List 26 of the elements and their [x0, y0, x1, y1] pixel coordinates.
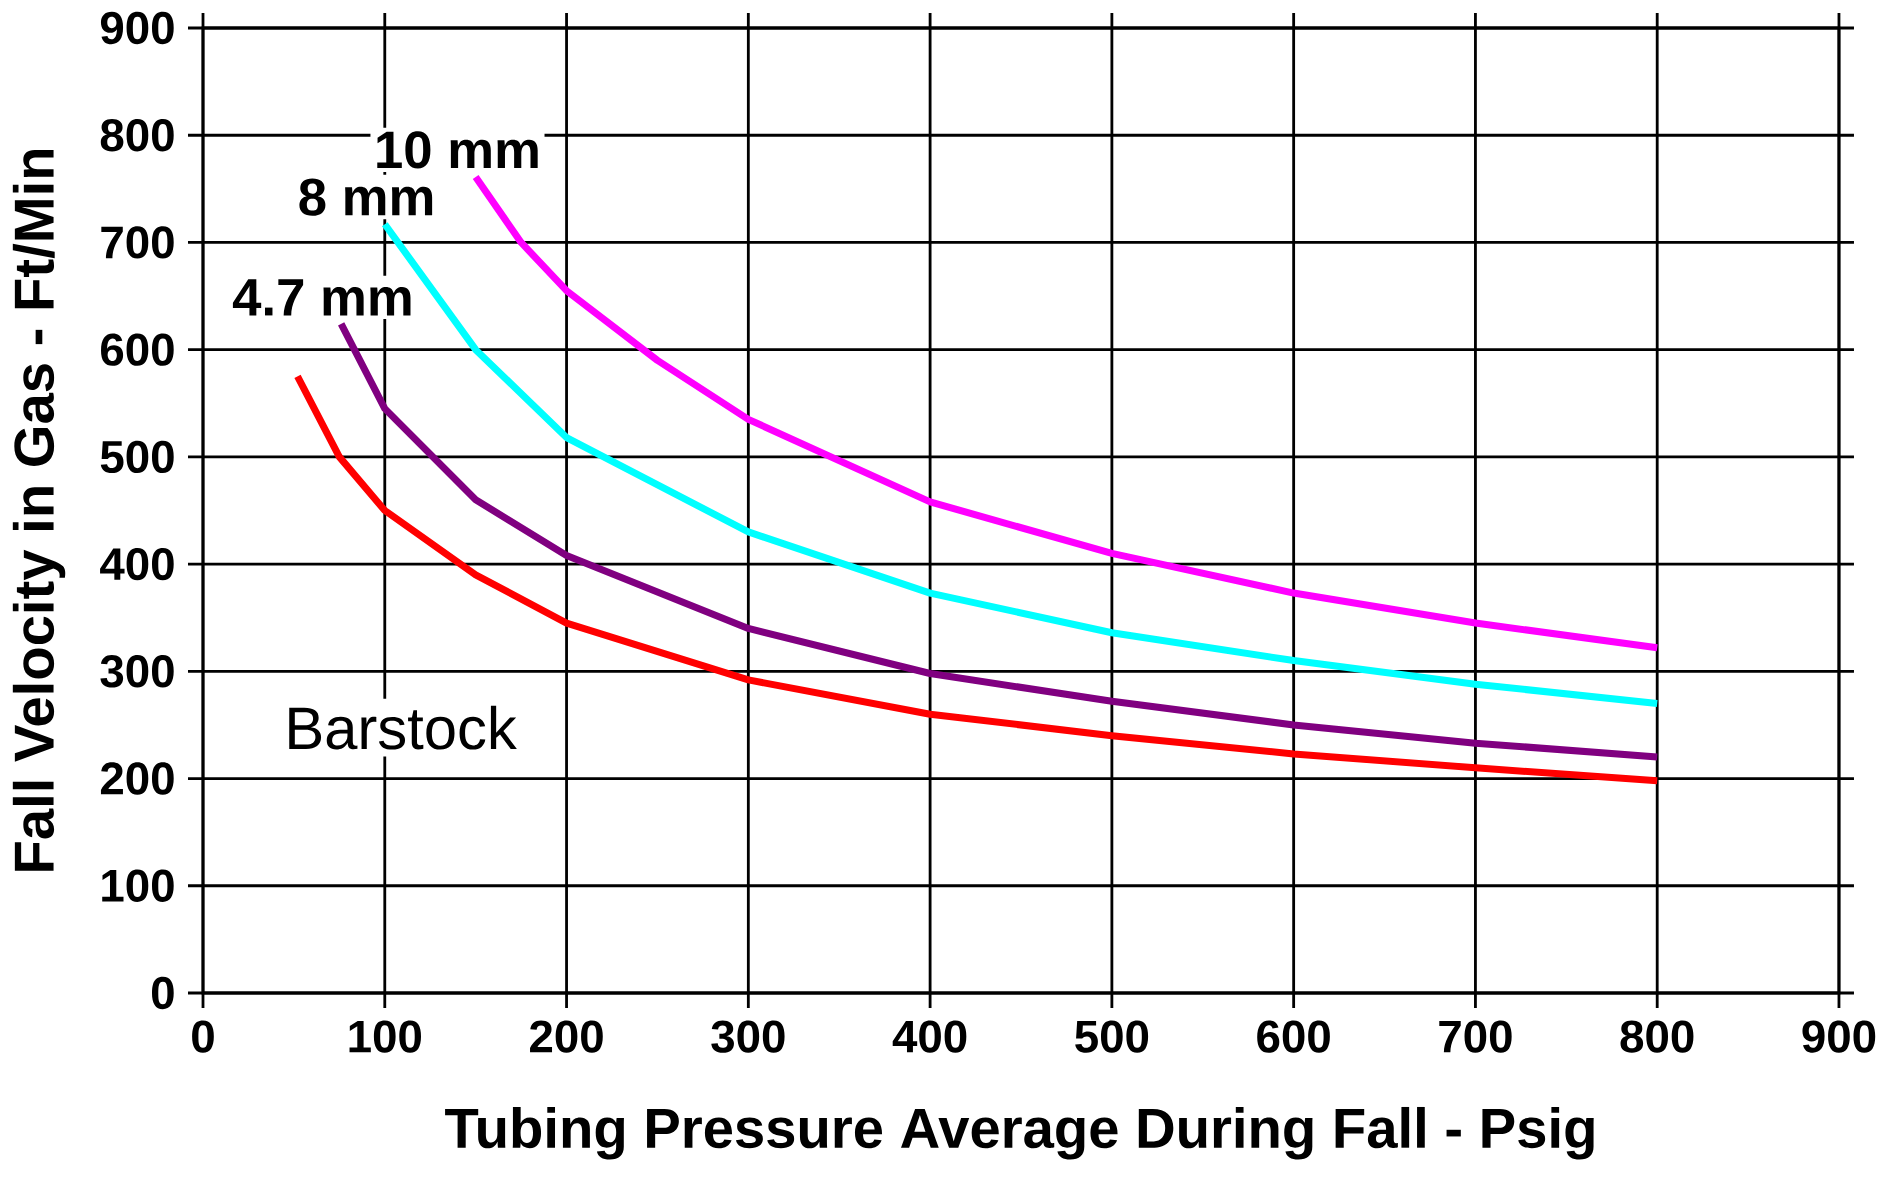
series-label: 10 mm: [377, 131, 538, 169]
series-label: 8 mm: [299, 178, 433, 216]
y-tick-label: 700: [101, 226, 174, 259]
y-tick-label: 300: [100, 655, 174, 688]
x-tick-label: 0: [192, 1020, 214, 1053]
y-tick-label: 800: [100, 119, 174, 152]
y-tick-label: 400: [100, 547, 174, 581]
x-tick-label: 200: [530, 1020, 603, 1053]
x-tick-label: 700: [1439, 1020, 1512, 1053]
x-tick-label: 800: [1620, 1020, 1694, 1053]
x-tick-label: 100: [349, 1020, 421, 1053]
y-tick-label: 900: [100, 11, 174, 45]
x-tick-label: 400: [892, 1020, 967, 1053]
y-axis-title: Fall Velocity in Gas - Ft/Min: [12, 149, 66, 871]
x-tick-label: 900: [1802, 1020, 1876, 1053]
x-tick-label: 500: [1075, 1020, 1149, 1053]
x-tick-label: 600: [1257, 1020, 1330, 1053]
y-tick-label: 200: [100, 762, 174, 795]
x-axis-title: Tubing Pressure Average During Fall - Psig: [445, 1106, 1594, 1160]
y-tick-label: 600: [101, 333, 174, 366]
y-tick-label: 100: [102, 869, 174, 902]
y-tick-label: 500: [100, 440, 174, 474]
annotation: Barstock: [289, 705, 517, 750]
series-label: 4.7 mm: [232, 279, 411, 316]
y-tick-label: 0: [151, 976, 174, 1010]
x-tick-label: 300: [711, 1020, 785, 1053]
